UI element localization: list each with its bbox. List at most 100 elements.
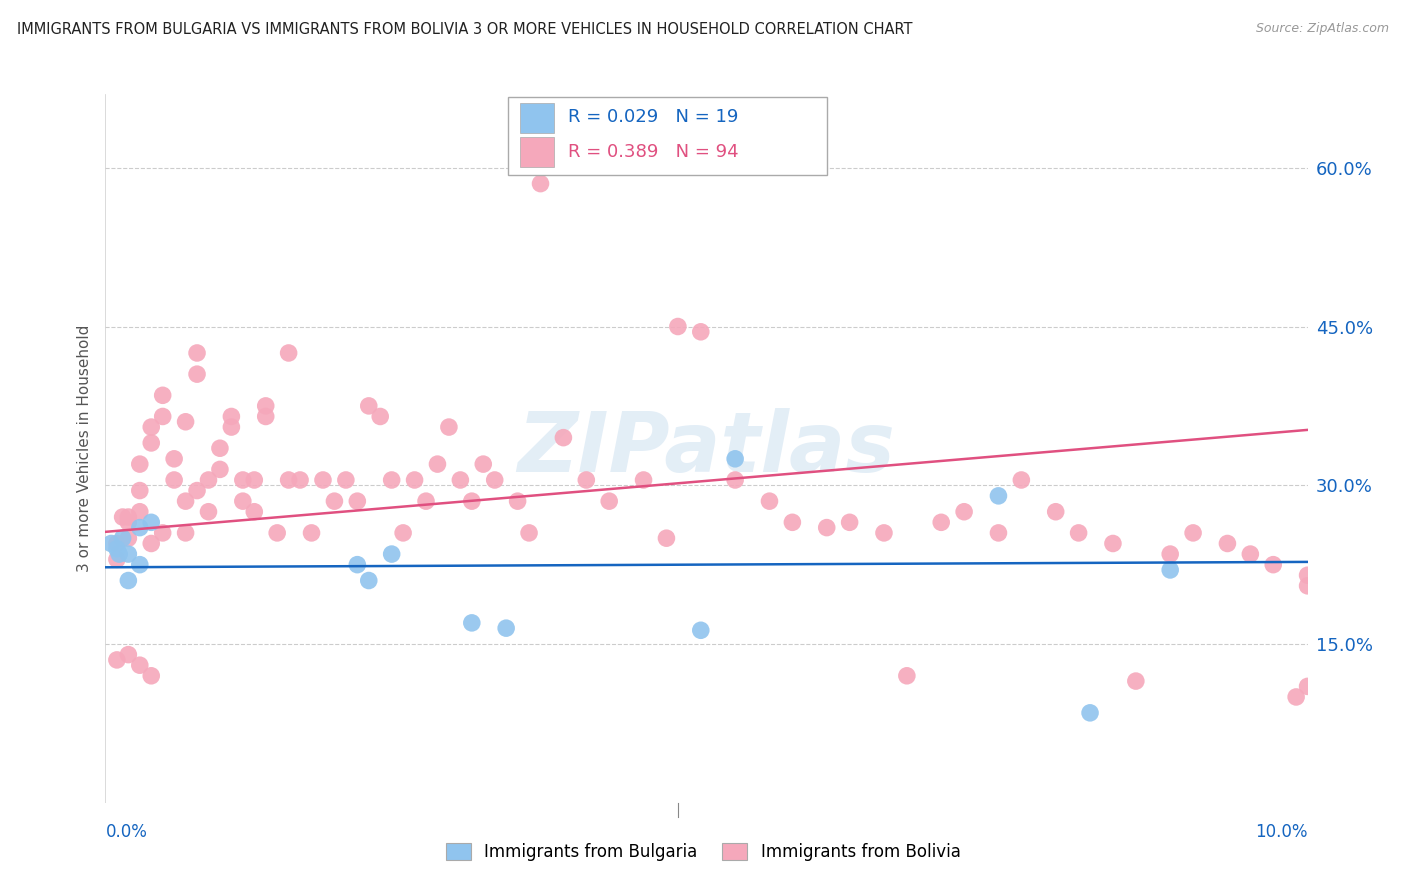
Text: R = 0.029   N = 19: R = 0.029 N = 19 — [568, 108, 738, 126]
Point — [1102, 536, 1125, 550]
Point — [1045, 505, 1067, 519]
Point — [1285, 690, 1308, 704]
Point — [724, 451, 747, 466]
Point — [1067, 525, 1090, 540]
Point — [221, 420, 243, 434]
Point — [254, 409, 277, 424]
Point — [724, 473, 747, 487]
Text: ZIPatlas: ZIPatlas — [517, 408, 896, 489]
Point — [186, 483, 208, 498]
Point — [598, 494, 620, 508]
Point — [111, 510, 134, 524]
Point — [117, 547, 139, 561]
Point — [128, 520, 150, 534]
Point — [553, 431, 575, 445]
Point — [1182, 525, 1205, 540]
Point — [108, 547, 131, 561]
Point — [368, 409, 391, 424]
Point — [782, 516, 804, 530]
Point — [128, 658, 150, 673]
Point — [141, 536, 163, 550]
Point — [105, 541, 128, 556]
Point — [117, 648, 139, 662]
Point — [1296, 579, 1319, 593]
Point — [689, 624, 711, 638]
Point — [415, 494, 437, 508]
Point — [1263, 558, 1285, 572]
Legend: Immigrants from Bulgaria, Immigrants from Bolivia: Immigrants from Bulgaria, Immigrants fro… — [439, 836, 967, 868]
Point — [323, 494, 346, 508]
Point — [472, 457, 495, 471]
Point — [346, 494, 368, 508]
Text: 10.0%: 10.0% — [1256, 822, 1308, 840]
Point — [141, 516, 163, 530]
Point — [221, 409, 243, 424]
Point — [174, 415, 197, 429]
FancyBboxPatch shape — [508, 97, 827, 175]
Point — [437, 420, 460, 434]
Point — [517, 525, 540, 540]
Point — [152, 388, 174, 402]
Point — [506, 494, 529, 508]
Point — [186, 346, 208, 360]
Point — [929, 516, 952, 530]
Point — [100, 536, 122, 550]
Point — [346, 558, 368, 572]
Point — [117, 510, 139, 524]
Point — [484, 473, 506, 487]
Point — [335, 473, 357, 487]
Text: 0.0%: 0.0% — [105, 822, 148, 840]
Point — [381, 547, 404, 561]
Point — [174, 494, 197, 508]
Point — [896, 669, 918, 683]
Point — [208, 442, 231, 456]
Point — [838, 516, 860, 530]
Point — [141, 436, 163, 450]
Point — [163, 451, 186, 466]
Point — [426, 457, 449, 471]
Point — [1296, 568, 1319, 582]
Point — [128, 505, 150, 519]
Point — [666, 319, 689, 334]
Point — [266, 525, 288, 540]
Point — [105, 536, 128, 550]
Point — [404, 473, 426, 487]
Point — [529, 177, 551, 191]
Point — [117, 516, 139, 530]
Point — [689, 325, 711, 339]
Point — [141, 669, 163, 683]
Point — [128, 558, 150, 572]
Point — [186, 367, 208, 381]
Point — [152, 525, 174, 540]
Point — [174, 525, 197, 540]
Point — [392, 525, 415, 540]
Point — [1216, 536, 1239, 550]
Point — [758, 494, 780, 508]
Point — [301, 525, 323, 540]
Point — [1078, 706, 1101, 720]
Point — [152, 409, 174, 424]
FancyBboxPatch shape — [520, 136, 554, 167]
Point — [111, 531, 134, 545]
Text: R = 0.389   N = 94: R = 0.389 N = 94 — [568, 143, 740, 161]
Point — [197, 505, 219, 519]
Point — [128, 483, 150, 498]
Point — [357, 574, 380, 588]
Point — [277, 473, 299, 487]
Point — [357, 399, 380, 413]
Point — [288, 473, 311, 487]
Point — [1239, 547, 1261, 561]
Point — [575, 473, 598, 487]
Point — [277, 346, 299, 360]
Point — [1159, 547, 1181, 561]
Text: IMMIGRANTS FROM BULGARIA VS IMMIGRANTS FROM BOLIVIA 3 OR MORE VEHICLES IN HOUSEH: IMMIGRANTS FROM BULGARIA VS IMMIGRANTS F… — [17, 22, 912, 37]
Point — [873, 525, 896, 540]
Point — [1296, 679, 1319, 693]
Point — [449, 473, 471, 487]
Point — [117, 574, 139, 588]
Point — [461, 615, 484, 630]
Point — [243, 473, 266, 487]
Point — [1010, 473, 1032, 487]
Point — [312, 473, 335, 487]
Point — [117, 531, 139, 545]
